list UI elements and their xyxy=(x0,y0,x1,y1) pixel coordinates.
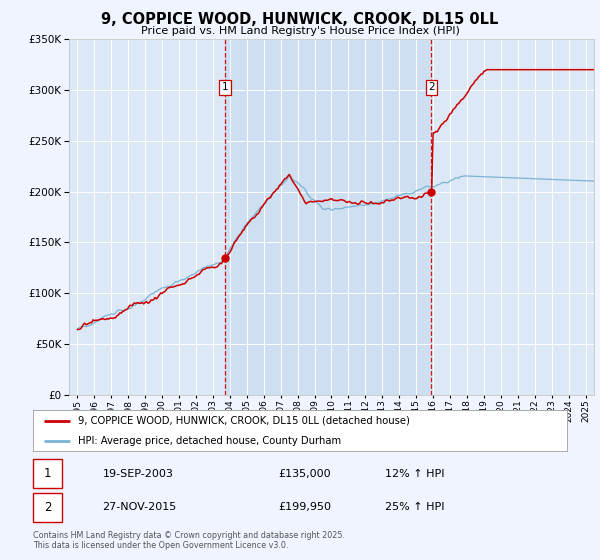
Text: 1: 1 xyxy=(44,467,51,480)
FancyBboxPatch shape xyxy=(33,459,62,488)
Text: 25% ↑ HPI: 25% ↑ HPI xyxy=(385,502,445,512)
Text: 2: 2 xyxy=(44,501,51,514)
Text: £135,000: £135,000 xyxy=(278,469,331,479)
Text: 1: 1 xyxy=(222,82,229,92)
Text: 9, COPPICE WOOD, HUNWICK, CROOK, DL15 0LL (detached house): 9, COPPICE WOOD, HUNWICK, CROOK, DL15 0L… xyxy=(79,416,410,426)
Text: £199,950: £199,950 xyxy=(278,502,332,512)
Text: 12% ↑ HPI: 12% ↑ HPI xyxy=(385,469,445,479)
Text: 27-NOV-2015: 27-NOV-2015 xyxy=(103,502,176,512)
Text: 19-SEP-2003: 19-SEP-2003 xyxy=(103,469,173,479)
Text: HPI: Average price, detached house, County Durham: HPI: Average price, detached house, Coun… xyxy=(79,436,341,446)
Text: 9, COPPICE WOOD, HUNWICK, CROOK, DL15 0LL: 9, COPPICE WOOD, HUNWICK, CROOK, DL15 0L… xyxy=(101,12,499,27)
Bar xyxy=(225,39,431,395)
Text: Contains HM Land Registry data © Crown copyright and database right 2025.
This d: Contains HM Land Registry data © Crown c… xyxy=(33,531,345,550)
Text: Price paid vs. HM Land Registry's House Price Index (HPI): Price paid vs. HM Land Registry's House … xyxy=(140,26,460,36)
Text: 2: 2 xyxy=(428,82,435,92)
FancyBboxPatch shape xyxy=(33,493,62,522)
